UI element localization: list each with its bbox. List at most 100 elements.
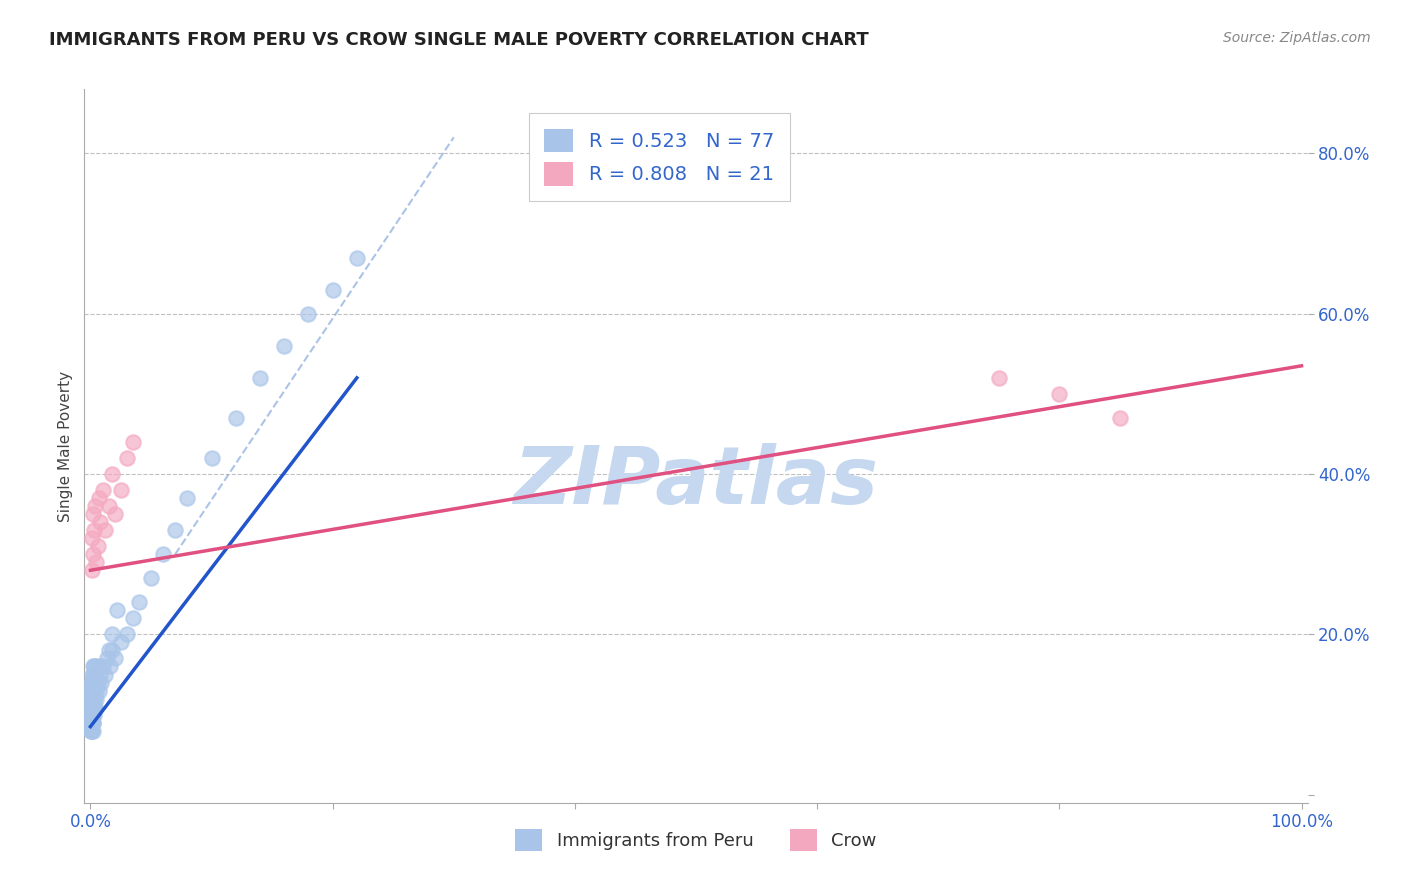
Point bbox=[82, 707, 104, 722]
Point bbox=[121, 435, 143, 450]
Point bbox=[80, 715, 103, 730]
Point bbox=[82, 699, 104, 714]
Point bbox=[83, 707, 105, 722]
Point bbox=[104, 651, 127, 665]
Point bbox=[91, 483, 114, 497]
Point bbox=[80, 667, 103, 681]
Point bbox=[80, 699, 103, 714]
Point bbox=[101, 643, 124, 657]
Point bbox=[97, 643, 120, 657]
Point bbox=[152, 547, 174, 561]
Point bbox=[80, 707, 103, 722]
Point bbox=[101, 627, 124, 641]
Point bbox=[128, 595, 150, 609]
Point bbox=[80, 691, 103, 706]
Point bbox=[82, 715, 104, 730]
Point bbox=[83, 659, 105, 673]
Point bbox=[105, 603, 128, 617]
Point bbox=[82, 691, 104, 706]
Point bbox=[80, 723, 103, 738]
Point bbox=[110, 635, 132, 649]
Point bbox=[84, 499, 107, 513]
Point bbox=[82, 659, 104, 673]
Point bbox=[80, 683, 103, 698]
Point bbox=[80, 683, 103, 698]
Point bbox=[84, 667, 107, 681]
Point bbox=[89, 667, 111, 681]
Point bbox=[80, 691, 103, 706]
Point bbox=[82, 667, 104, 681]
Point bbox=[90, 675, 112, 690]
Legend: Immigrants from Peru, Crow: Immigrants from Peru, Crow bbox=[508, 822, 884, 858]
Point bbox=[83, 691, 105, 706]
Point bbox=[80, 691, 103, 706]
Point bbox=[80, 707, 103, 722]
Point bbox=[97, 499, 120, 513]
Point bbox=[79, 707, 101, 722]
Point bbox=[80, 715, 103, 730]
Point bbox=[86, 691, 108, 706]
Point bbox=[87, 491, 110, 505]
Point bbox=[82, 715, 104, 730]
Point bbox=[86, 675, 108, 690]
Point bbox=[165, 523, 187, 537]
Point bbox=[82, 691, 104, 706]
Point bbox=[115, 627, 138, 641]
Point bbox=[115, 450, 138, 465]
Point bbox=[83, 699, 105, 714]
Point bbox=[80, 531, 103, 545]
Point bbox=[82, 707, 104, 722]
Point bbox=[82, 675, 104, 690]
Point bbox=[82, 723, 104, 738]
Y-axis label: Single Male Poverty: Single Male Poverty bbox=[58, 370, 73, 522]
Point bbox=[104, 507, 127, 521]
Point bbox=[83, 683, 105, 698]
Point bbox=[987, 371, 1010, 385]
Point bbox=[80, 675, 103, 690]
Point bbox=[84, 683, 107, 698]
Point bbox=[89, 659, 111, 673]
Point bbox=[80, 563, 103, 577]
Point bbox=[86, 675, 108, 690]
Point bbox=[86, 555, 108, 569]
Text: IMMIGRANTS FROM PERU VS CROW SINGLE MALE POVERTY CORRELATION CHART: IMMIGRANTS FROM PERU VS CROW SINGLE MALE… bbox=[49, 31, 869, 49]
Point bbox=[139, 571, 162, 585]
Point bbox=[98, 659, 121, 673]
Point bbox=[110, 483, 132, 497]
Point bbox=[87, 683, 110, 698]
Point bbox=[84, 699, 107, 714]
Point bbox=[80, 723, 103, 738]
Point bbox=[82, 675, 104, 690]
Point bbox=[86, 659, 108, 673]
Point bbox=[82, 683, 104, 698]
Point bbox=[89, 515, 111, 529]
Point bbox=[249, 371, 271, 385]
Point bbox=[86, 539, 108, 553]
Point bbox=[82, 683, 104, 698]
Point bbox=[82, 547, 104, 561]
Point bbox=[200, 450, 222, 465]
Point bbox=[80, 675, 103, 690]
Point bbox=[322, 283, 344, 297]
Point bbox=[80, 699, 103, 714]
Point bbox=[94, 523, 117, 537]
Point bbox=[96, 651, 118, 665]
Point bbox=[176, 491, 198, 505]
Point bbox=[94, 667, 117, 681]
Point bbox=[121, 611, 143, 625]
Point bbox=[83, 523, 105, 537]
Text: Source: ZipAtlas.com: Source: ZipAtlas.com bbox=[1223, 31, 1371, 45]
Point bbox=[346, 251, 368, 265]
Text: ZIPatlas: ZIPatlas bbox=[513, 442, 879, 521]
Point bbox=[1108, 411, 1130, 425]
Point bbox=[80, 723, 103, 738]
Point bbox=[82, 715, 104, 730]
Point bbox=[91, 659, 114, 673]
Point bbox=[80, 699, 103, 714]
Point bbox=[1047, 387, 1070, 401]
Point bbox=[297, 307, 319, 321]
Point bbox=[225, 411, 247, 425]
Point bbox=[80, 707, 103, 722]
Point bbox=[83, 675, 105, 690]
Point bbox=[101, 467, 124, 481]
